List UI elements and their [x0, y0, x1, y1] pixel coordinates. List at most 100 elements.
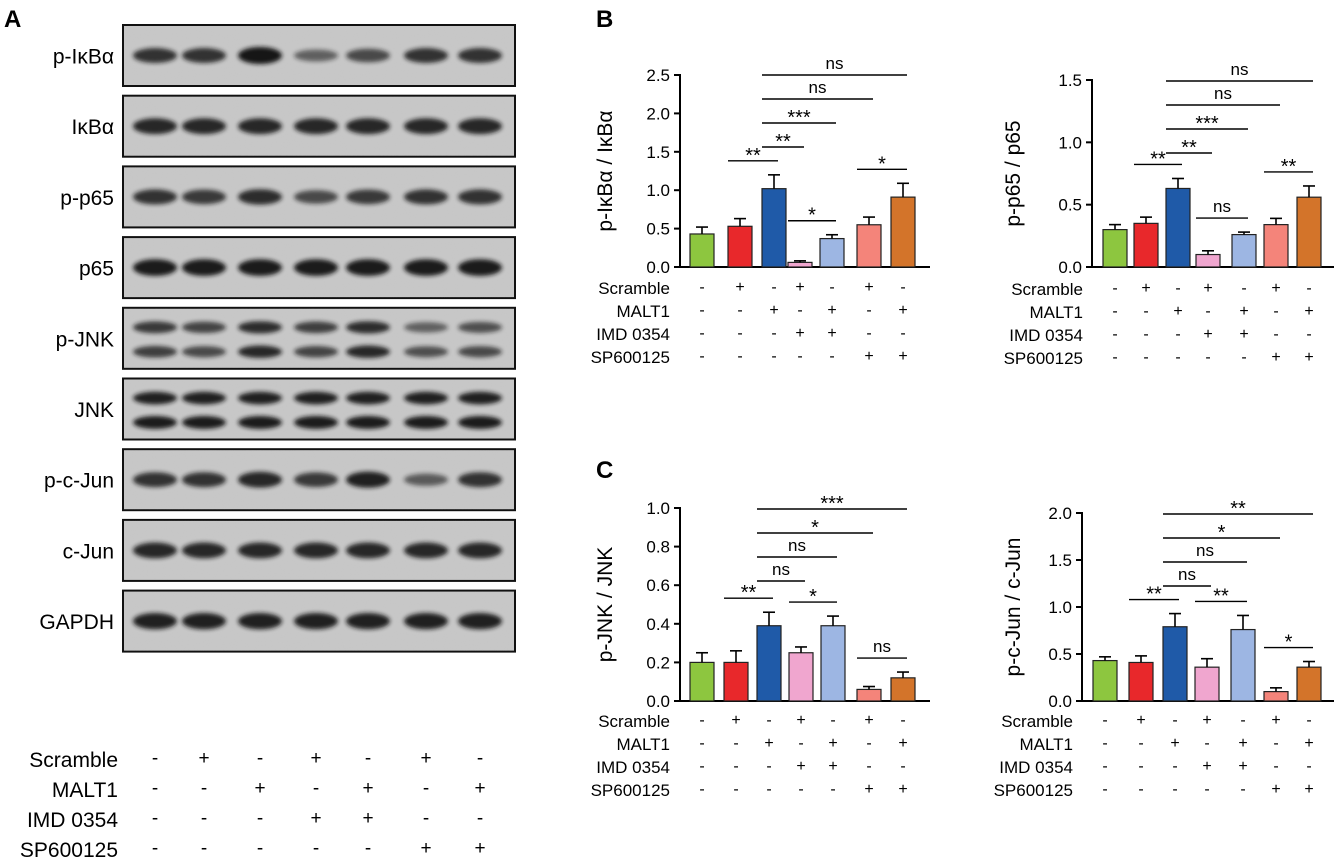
blot-band [404, 346, 448, 358]
condition-sign: - [1306, 326, 1311, 343]
y-tick-label: 0.0 [646, 692, 670, 711]
condition-sign: + [1304, 781, 1313, 798]
condition-label-sp600125: SP600125 [1004, 349, 1083, 368]
significance-label: ns [1231, 60, 1249, 79]
blot-band [182, 472, 226, 488]
blot-band [346, 321, 390, 334]
significance-label: *** [1195, 113, 1219, 135]
significance-label: ns [1196, 541, 1214, 560]
significance-label: ns [772, 560, 790, 579]
significance-label: ** [775, 131, 791, 153]
blot-label: p-p65 [60, 187, 114, 210]
blot-band [133, 321, 177, 334]
blot-band [346, 613, 390, 630]
condition-sign: + [1271, 781, 1280, 798]
condition-sign: + [795, 325, 804, 342]
condition-sign: + [828, 758, 837, 775]
y-tick-label: 0.2 [646, 653, 670, 672]
blot-band [346, 48, 390, 63]
condition-sign: + [1238, 735, 1247, 752]
condition-sign: + [1304, 349, 1313, 366]
condition-sign: - [766, 712, 771, 729]
blot-band [238, 416, 282, 429]
condition-sign: - [1102, 758, 1107, 775]
blot-band [458, 321, 502, 333]
condition-sign: + [796, 712, 805, 729]
condition-sign: + [362, 808, 373, 829]
y-axis-label: p-JNK / JNK [594, 547, 617, 663]
condition-sign: - [201, 808, 207, 829]
y-tick-label: 0.0 [646, 258, 670, 277]
condition-sign: + [362, 778, 373, 799]
significance-label: ns [826, 54, 844, 73]
condition-sign: - [1112, 349, 1117, 366]
condition-sign: + [731, 712, 740, 729]
blot-band [404, 542, 448, 559]
condition-sign: + [828, 735, 837, 752]
condition-sign: - [152, 838, 158, 858]
condition-sign: - [257, 808, 263, 829]
blot-row-i-b: IκBα [72, 94, 516, 158]
blot-band [346, 471, 390, 488]
condition-label-scramble: Scramble [29, 749, 118, 772]
condition-sign: - [477, 748, 483, 769]
condition-label-malt1: MALT1 [1029, 303, 1083, 322]
y-tick-label: 0.0 [1048, 692, 1072, 711]
blot-band [346, 259, 390, 276]
blot-band [238, 345, 282, 358]
bar [761, 188, 787, 268]
condition-sign: + [898, 348, 907, 365]
condition-sign: + [1203, 326, 1212, 343]
significance-label: ns [873, 637, 891, 656]
condition-sign: + [1271, 349, 1280, 366]
bar [856, 224, 882, 268]
condition-sign: - [737, 325, 742, 342]
condition-sign: + [420, 748, 431, 769]
condition-sign: - [1112, 280, 1117, 297]
blot-label: JNK [74, 399, 114, 422]
bar [1296, 666, 1322, 702]
condition-sign: - [797, 348, 802, 365]
condition-sign: - [830, 712, 835, 729]
condition-sign: - [1273, 758, 1278, 775]
condition-label-scramble: Scramble [598, 279, 670, 298]
condition-sign: - [1112, 303, 1117, 320]
condition-sign: - [797, 302, 802, 319]
condition-label-scramble: Scramble [1011, 280, 1083, 299]
condition-label-imd-0354: IMD 0354 [596, 325, 670, 344]
condition-sign: - [1102, 781, 1107, 798]
condition-sign: + [1136, 712, 1145, 729]
bar [1263, 690, 1289, 702]
western-blot: p-IκBα IκBα p-p65 p65 p-JNK JNK p-c-Jun c-Jun GA… [39, 24, 516, 653]
blot-row-c-jun: c-Jun [63, 518, 516, 582]
condition-sign: - [313, 778, 319, 799]
condition-sign: - [1240, 781, 1245, 798]
condition-sign: + [474, 778, 485, 799]
condition-sign: + [864, 781, 873, 798]
blot-band [346, 345, 390, 358]
condition-sign: - [771, 325, 776, 342]
blot-band [133, 259, 177, 276]
blot-band [458, 259, 502, 276]
bar [1296, 196, 1322, 268]
y-tick-label: 1.0 [646, 499, 670, 518]
significance-label: ** [741, 582, 757, 604]
bar [1194, 666, 1220, 702]
condition-sign: - [766, 758, 771, 775]
y-tick-label: 2.5 [646, 66, 670, 85]
blot-band [182, 118, 226, 135]
condition-sign: - [866, 758, 871, 775]
condition-sign: - [1204, 781, 1209, 798]
condition-sign: - [152, 748, 158, 769]
y-tick-label: 2.0 [646, 104, 670, 123]
condition-label-sp600125: SP600125 [591, 348, 670, 367]
blot-band [404, 189, 448, 205]
blot-band [294, 259, 338, 276]
condition-sign: - [733, 735, 738, 752]
condition-sign: - [423, 808, 429, 829]
blot-band [294, 118, 338, 135]
bar [1263, 224, 1289, 268]
y-tick-label: 0.4 [646, 615, 670, 634]
blot-band [294, 416, 338, 429]
